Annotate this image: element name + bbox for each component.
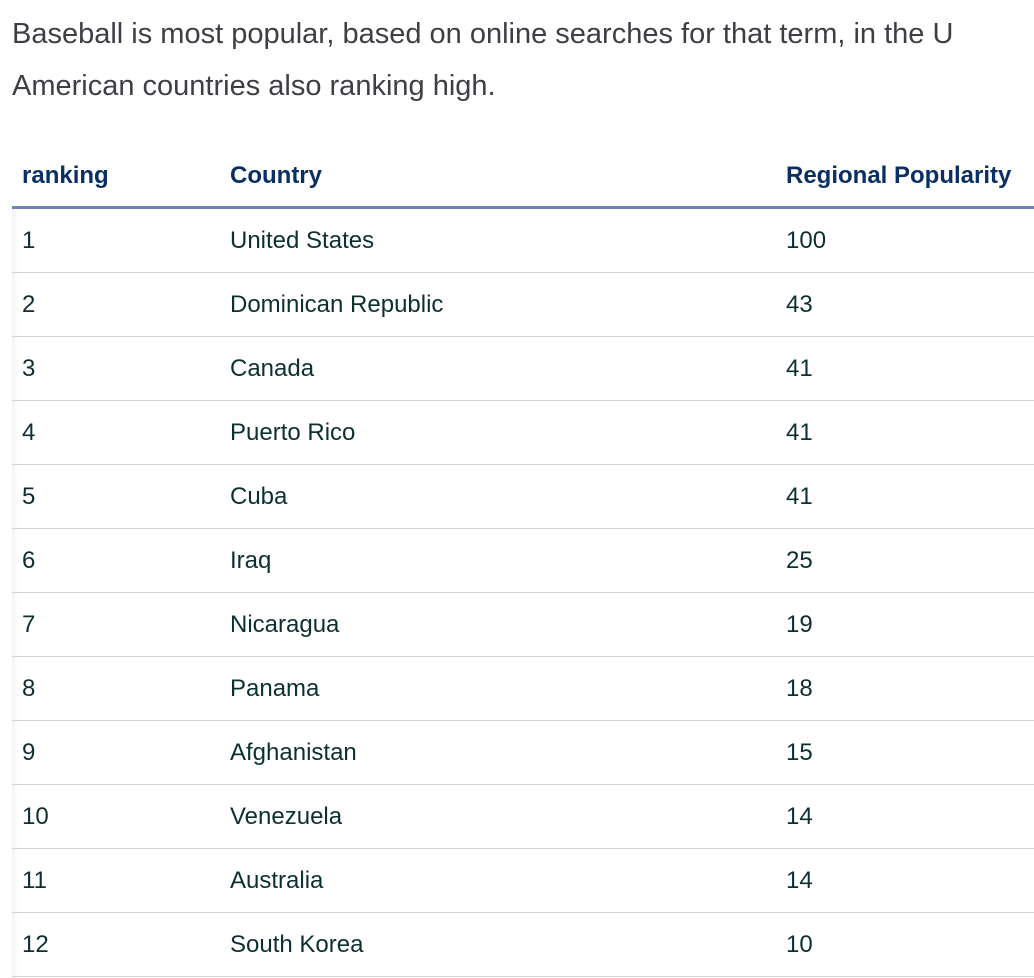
country-cell: Dominican Republic xyxy=(220,272,776,337)
popularity-cell: 14 xyxy=(776,848,1034,913)
popularity-cell: 25 xyxy=(776,528,1034,593)
country-cell: Australia xyxy=(220,848,776,913)
table-row: 12 South Korea 10 xyxy=(12,912,1034,977)
country-cell: Cuba xyxy=(220,464,776,529)
country-cell: Puerto Rico xyxy=(220,400,776,465)
rank-cell: 3 xyxy=(12,336,220,401)
popularity-cell: 15 xyxy=(776,720,1034,785)
country-cell: Afghanistan xyxy=(220,720,776,785)
country-cell: United States xyxy=(220,207,776,273)
intro-paragraph: Baseball is most popular, based on onlin… xyxy=(12,8,1034,112)
rank-cell: 11 xyxy=(12,848,220,913)
table-header: ranking Country Regional Popularity xyxy=(12,146,1034,209)
popularity-cell: 43 xyxy=(776,272,1034,337)
country-cell: Panama xyxy=(220,656,776,721)
country-cell: South Korea xyxy=(220,912,776,977)
table-row: 5 Cuba 41 xyxy=(12,464,1034,529)
table-row: 3 Canada 41 xyxy=(12,336,1034,401)
popularity-cell: 41 xyxy=(776,464,1034,529)
rank-cell: 7 xyxy=(12,592,220,657)
header-ranking: ranking xyxy=(12,146,220,209)
popularity-cell: 14 xyxy=(776,784,1034,849)
table-row: 9 Afghanistan 15 xyxy=(12,720,1034,785)
table-row: 10 Venezuela 14 xyxy=(12,784,1034,849)
popularity-cell: 18 xyxy=(776,656,1034,721)
header-row: ranking Country Regional Popularity xyxy=(12,146,1034,209)
table-row: 8 Panama 18 xyxy=(12,656,1034,721)
rank-cell: 5 xyxy=(12,464,220,529)
country-cell: Iraq xyxy=(220,528,776,593)
popularity-cell: 19 xyxy=(776,592,1034,657)
country-cell: Venezuela xyxy=(220,784,776,849)
rank-cell: 9 xyxy=(12,720,220,785)
header-country: Country xyxy=(220,146,776,209)
rank-cell: 4 xyxy=(12,400,220,465)
rank-cell: 10 xyxy=(12,784,220,849)
table-row: 2 Dominican Republic 43 xyxy=(12,272,1034,337)
intro-line-1: Baseball is most popular, based on onlin… xyxy=(12,18,954,50)
popularity-cell: 10 xyxy=(776,912,1034,977)
rank-cell: 1 xyxy=(12,207,220,273)
table-row: 1 United States 100 xyxy=(12,207,1034,273)
popularity-cell: 100 xyxy=(776,207,1034,273)
popularity-table: ranking Country Regional Popularity 1 Un… xyxy=(12,146,1034,977)
rank-cell: 2 xyxy=(12,272,220,337)
rank-cell: 12 xyxy=(12,912,220,977)
popularity-cell: 41 xyxy=(776,336,1034,401)
popularity-cell: 41 xyxy=(776,400,1034,465)
intro-line-2: American countries also ranking high. xyxy=(12,70,496,102)
country-cell: Nicaragua xyxy=(220,592,776,657)
table-row: 6 Iraq 25 xyxy=(12,528,1034,593)
popularity-table-container: ranking Country Regional Popularity 1 Un… xyxy=(12,146,1034,977)
table-row: 11 Australia 14 xyxy=(12,848,1034,913)
rank-cell: 8 xyxy=(12,656,220,721)
rank-cell: 6 xyxy=(12,528,220,593)
table-body: 1 United States 100 2 Dominican Republic… xyxy=(12,207,1034,977)
country-cell: Canada xyxy=(220,336,776,401)
header-regional-popularity: Regional Popularity xyxy=(776,146,1034,209)
table-row: 4 Puerto Rico 41 xyxy=(12,400,1034,465)
table-row: 7 Nicaragua 19 xyxy=(12,592,1034,657)
